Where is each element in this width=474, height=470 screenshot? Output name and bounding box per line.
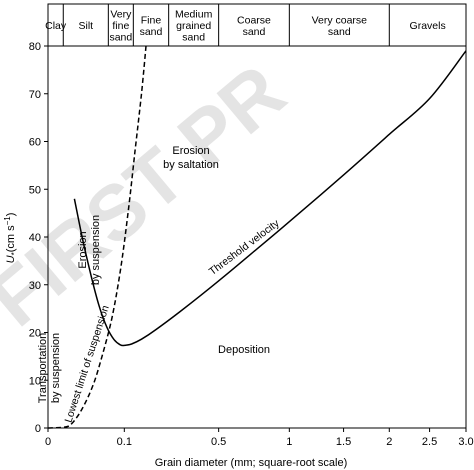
x-tick-label: 1 xyxy=(286,436,292,448)
class-label-line: Coarse xyxy=(237,14,271,26)
class-label-line: sand xyxy=(328,26,351,38)
erosion-saltation-label-line: by saltation xyxy=(163,159,219,171)
x-tick-label: 0.5 xyxy=(211,436,226,448)
x-axis-label: Grain diameter (mm; square-root scale) xyxy=(155,457,348,469)
class-label-line: Gravels xyxy=(410,20,446,32)
class-label-line: Very coarse xyxy=(312,14,368,26)
class-label-line: sand xyxy=(182,32,205,44)
suspension-limit-curve xyxy=(47,45,147,429)
class-label-line: Medium xyxy=(175,9,213,21)
class-label: Fine sand xyxy=(140,14,163,38)
x-tick-label: 3.0 xyxy=(458,436,473,448)
class-label: Medium grained sand xyxy=(175,9,213,44)
class-label-line: sand xyxy=(140,26,163,38)
class-label: Very fine sand xyxy=(109,9,132,44)
class-label: Very coarse sand xyxy=(312,14,368,38)
erosion-saltation-label-line: Erosion xyxy=(172,145,209,157)
y-tick-label: 60 xyxy=(29,137,41,149)
class-label-line: Fine xyxy=(141,14,162,26)
class-label-line: Very xyxy=(110,9,132,21)
y-axis-label-sub: * xyxy=(10,252,19,255)
watermark-layer: FIRST PR xyxy=(0,47,301,343)
y-tick-label: 20 xyxy=(29,328,41,340)
erosion-suspension-label-line: by suspension xyxy=(90,215,102,285)
class-label-line: grained xyxy=(176,20,211,32)
x-tick-label: 1.5 xyxy=(336,436,351,448)
y-tick-label: 10 xyxy=(29,375,41,387)
y-tick-label: 30 xyxy=(29,280,41,292)
suspension-limit-label: Lowest limit of suspension xyxy=(63,304,112,424)
y-tick-label: 40 xyxy=(29,232,41,244)
threshold-velocity-label: Threshold velocity xyxy=(207,217,282,278)
y-axis-label-exp: −1 xyxy=(3,216,12,226)
watermark-text: FIRST PR xyxy=(0,47,301,343)
deposition-label: Deposition xyxy=(218,344,270,356)
class-label-line: fine xyxy=(112,20,129,32)
y-axis-label-main: U xyxy=(5,255,17,263)
transportation-label-line: Transportation xyxy=(37,333,49,404)
y-axis-label-close: ) xyxy=(5,213,17,217)
erosion-suspension-label: Erosionby suspension xyxy=(77,215,102,285)
class-label: Clay xyxy=(45,20,67,32)
erosion-saltation-label: Erosion by saltation xyxy=(163,145,219,171)
x-tick-label: 2.5 xyxy=(422,436,437,448)
y-axis-label: U*(cm s−1) xyxy=(3,213,19,264)
axes-layer: 0 10 20 30 40 50 60 70 80 0 0.1 0.5 1 1.5 2 2.5 3.0 xyxy=(29,41,474,448)
class-label-line: Silt xyxy=(79,20,94,32)
y-tick-label: 70 xyxy=(29,89,41,101)
y-axis-label-unit: (cm s xyxy=(5,225,17,252)
series-layer xyxy=(47,45,467,429)
y-tick-label: 50 xyxy=(29,184,41,196)
x-tick-label: 0.1 xyxy=(117,436,132,448)
x-tick-label: 0 xyxy=(45,436,51,448)
erosion-suspension-label-line: Erosion xyxy=(77,231,89,268)
transportation-label: Transportationby suspension xyxy=(37,333,62,404)
y-tick-label: 0 xyxy=(35,423,41,435)
threshold-velocity-curve xyxy=(73,50,467,347)
y-tick-label: 80 xyxy=(29,41,41,53)
class-label: Silt xyxy=(79,20,94,32)
class-label: Coarse sand xyxy=(237,14,271,38)
class-label-line: sand xyxy=(109,32,132,44)
x-tick-label: 2 xyxy=(386,436,392,448)
class-label: Gravels xyxy=(410,20,446,32)
class-label-line: sand xyxy=(243,26,266,38)
transportation-label-line: by suspension xyxy=(50,333,62,403)
class-label-line: Clay xyxy=(45,20,67,32)
